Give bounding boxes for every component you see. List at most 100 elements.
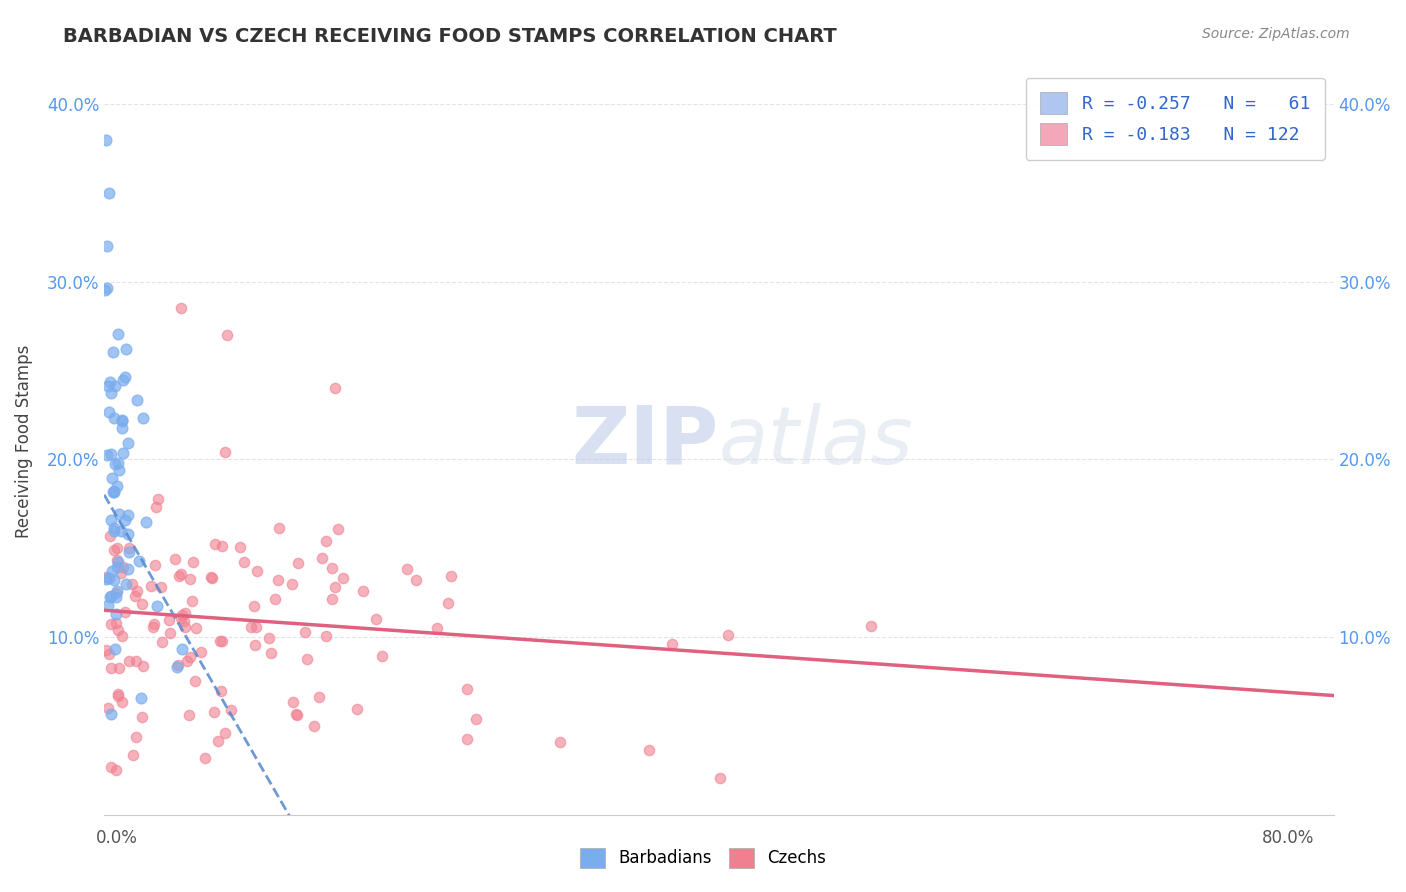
Point [145,500,167,515]
Point [280,577,302,591]
Point [131,709,153,723]
Point [638,743,661,757]
Point [108,463,131,477]
Point [97,379,120,393]
Point [243,599,266,614]
Point [146,599,169,614]
Point [167,569,190,583]
Point [139,579,162,593]
Point [112,559,135,574]
Point [107,687,129,701]
Point [163,552,186,566]
Point [104,586,127,600]
Point [104,764,127,778]
Point [101,470,124,484]
Point [103,484,125,499]
Point [117,562,139,576]
Point [159,626,181,640]
Point [97,647,120,661]
Point [107,508,129,522]
Point [239,620,262,634]
Point [98,405,121,419]
Point [245,620,267,634]
Point [94,570,117,584]
Point [157,613,180,627]
Point [395,561,418,575]
Point [105,607,128,622]
Point [115,343,138,357]
Point [103,485,125,500]
Point [103,573,125,587]
Point [105,559,128,574]
Point [190,645,212,659]
Point [100,589,122,603]
Point [315,533,337,548]
Point [107,456,129,470]
Point [94,132,117,146]
Point [105,616,128,631]
Point [110,524,132,539]
Point [118,541,141,555]
Point [143,558,166,572]
Point [294,625,316,640]
Point [709,771,731,785]
Point [100,513,122,527]
Point [204,537,226,551]
Point [287,556,309,570]
Point [285,706,308,721]
Point [174,620,197,634]
Point [170,607,193,622]
Point [464,713,486,727]
Point [180,594,202,608]
Point [107,479,129,493]
Point [96,281,118,295]
Text: ZIP: ZIP [572,402,718,481]
Point [304,719,326,733]
Point [100,617,122,632]
Point [211,540,233,554]
Point [323,580,346,594]
Point [229,541,252,555]
Point [176,654,198,668]
Point [285,708,308,723]
Point [440,569,463,583]
Point [97,186,120,200]
Point [103,542,125,557]
Point [105,590,128,604]
Point [117,527,139,541]
Point [437,596,460,610]
Point [111,629,134,643]
Point [456,682,478,697]
Point [246,564,269,578]
Point [128,554,150,568]
Point [173,614,195,628]
Point [170,567,193,582]
Point [107,690,129,704]
Point [107,327,129,342]
Point [111,372,134,386]
Point [100,447,122,461]
Point [150,635,173,649]
Point [364,612,387,626]
Point [94,642,117,657]
Point [105,541,128,555]
Point [108,660,131,674]
Point [166,658,188,673]
Legend: R = -0.257   N =   61, R = -0.183   N = 122: R = -0.257 N = 61, R = -0.183 N = 122 [1026,78,1324,160]
Point [263,591,285,606]
Point [131,658,153,673]
Point [111,414,134,428]
Point [135,515,157,529]
Y-axis label: Receiving Food Stamps: Receiving Food Stamps [15,345,32,538]
Point [184,673,207,688]
Point [101,344,124,359]
Text: 0.0%: 0.0% [96,829,138,847]
Point [346,702,368,716]
Point [107,553,129,567]
Point [98,591,121,605]
Point [100,661,122,675]
Point [661,637,683,651]
Text: BARBADIAN VS CZECH RECEIVING FOOD STAMPS CORRELATION CHART: BARBADIAN VS CZECH RECEIVING FOOD STAMPS… [63,27,837,45]
Point [201,571,224,585]
Point [114,370,136,384]
